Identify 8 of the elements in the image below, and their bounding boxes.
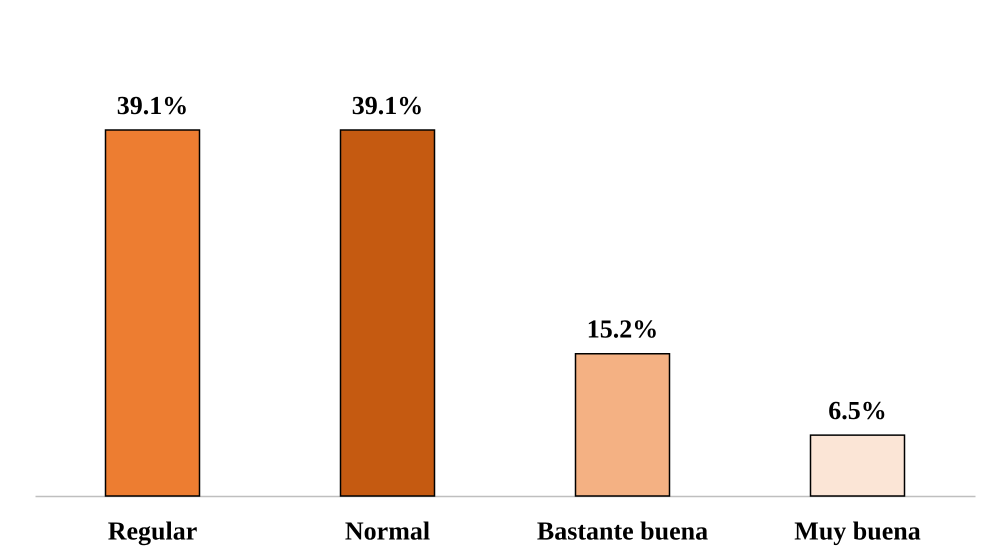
x-tick-label: Muy buena: [794, 516, 921, 546]
data-label: 39.1%: [116, 91, 188, 120]
x-tick-label: Bastante buena: [536, 516, 708, 546]
x-tick-label: Regular: [108, 516, 198, 546]
x-tick-label: Normal: [344, 516, 430, 546]
data-label: 39.1%: [352, 91, 424, 120]
data-label: 6.5%: [828, 396, 887, 426]
data-label: 15.2%: [586, 314, 658, 344]
